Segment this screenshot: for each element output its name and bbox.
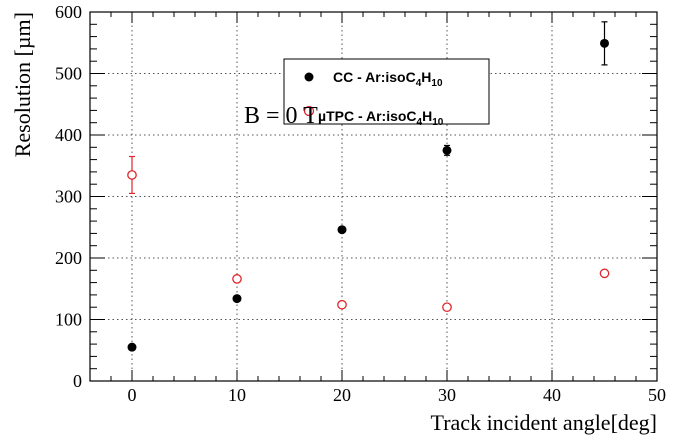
data-point-cc	[127, 342, 137, 352]
legend-cc-sub2: 10	[431, 78, 443, 89]
data-point-cc	[442, 145, 452, 155]
y-tick-label: 200	[55, 248, 82, 268]
data-point-utpc	[442, 302, 452, 313]
x-tick-label: 10	[228, 385, 246, 405]
grid-lines	[90, 12, 657, 381]
data-point-cc	[232, 294, 242, 304]
legend-cc-sub1: 4	[416, 78, 422, 89]
y-axis-label: Resolution [µm]	[10, 12, 35, 157]
legend-utpc-sub2: 10	[432, 117, 444, 128]
data-point-utpc	[599, 268, 610, 279]
legend-utpc-text: µTPC - Ar:isoC	[318, 108, 417, 124]
data-point-cc	[337, 225, 347, 235]
y-tick-label: 400	[55, 125, 82, 145]
legend-utpc-mid: H	[422, 108, 432, 124]
x-tick-label: 50	[648, 385, 666, 405]
x-axis-label: Track incident angle[deg]	[431, 410, 657, 435]
field-annotation: B = 0 T	[244, 103, 318, 129]
legend-cc-mid: H	[421, 69, 431, 85]
data-points	[127, 21, 610, 352]
y-tick-label: 100	[55, 310, 82, 330]
legend-label-utpc: µTPC - Ar:isoC4H10	[318, 108, 444, 128]
legend: CC - Ar:isoC4H10 µTPC - Ar:isoC4H10	[283, 58, 490, 128]
legend-marker-utpc	[303, 105, 315, 117]
data-point-cc	[600, 38, 609, 48]
data-point-utpc	[337, 299, 347, 310]
x-tick-label: 20	[333, 385, 351, 405]
legend-label-cc: CC - Ar:isoC4H10	[333, 69, 443, 89]
x-tick-label: 30	[438, 385, 456, 405]
y-tick-label: 300	[55, 187, 82, 207]
data-point-utpc	[232, 274, 242, 284]
legend-marker-cc	[304, 72, 314, 82]
y-tick-label: 0	[73, 371, 82, 391]
y-tick-label: 600	[55, 2, 82, 22]
axis-ticks	[89, 11, 658, 382]
data-point-utpc	[127, 170, 137, 180]
x-tick-label: 0	[128, 385, 137, 405]
legend-utpc-sub1: 4	[417, 117, 423, 128]
y-tick-label: 500	[55, 64, 82, 84]
x-tick-label: 40	[543, 385, 561, 405]
legend-box	[283, 58, 490, 125]
legend-cc-text: CC - Ar:isoC	[333, 69, 416, 85]
